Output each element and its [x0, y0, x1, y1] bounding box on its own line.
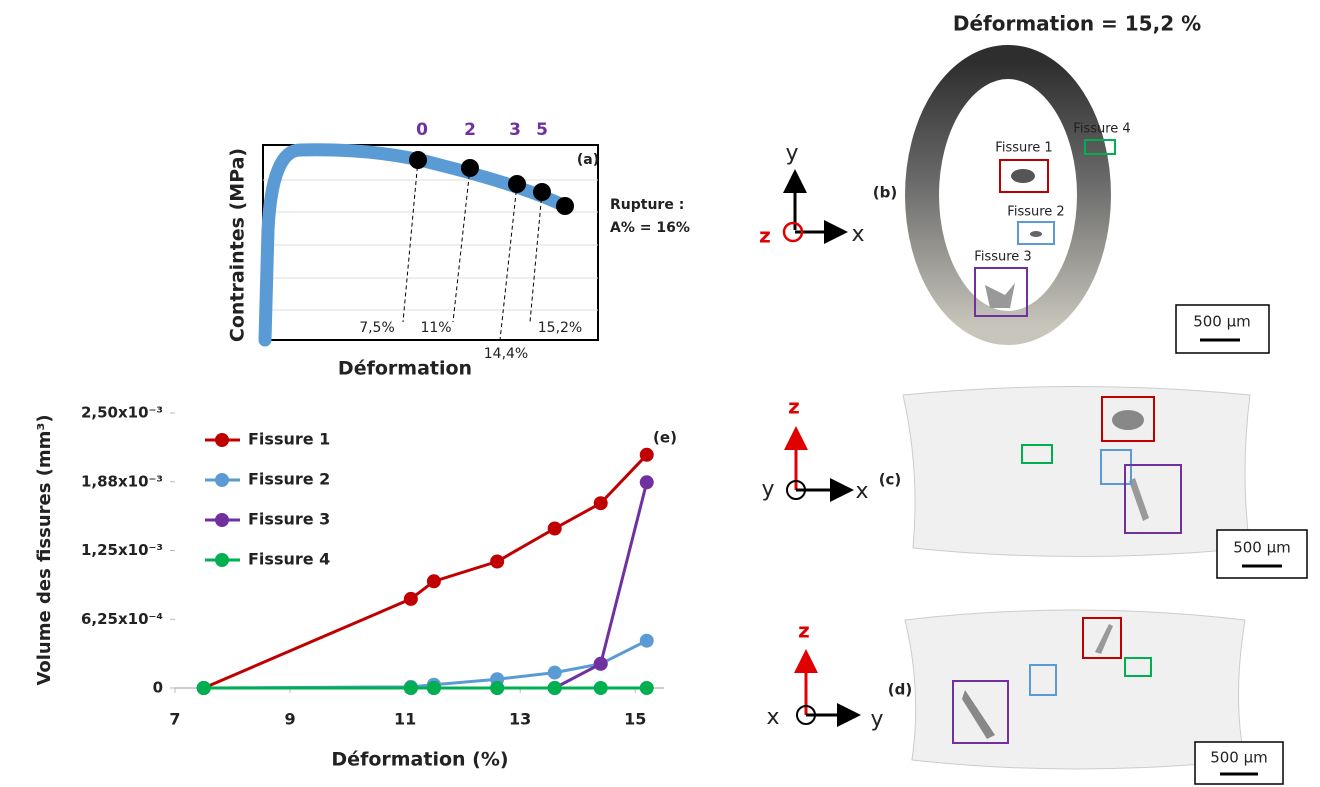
x-tick-label: 15: [624, 710, 646, 729]
point: [426, 681, 441, 695]
point: [426, 574, 441, 589]
axis-letter: x: [855, 479, 868, 504]
legend-label: Fissure 4: [248, 550, 330, 569]
axis-letter: y: [785, 141, 798, 166]
point: [490, 681, 505, 695]
axis-letter: y: [761, 477, 774, 502]
box-label: Fissure 3: [974, 250, 1031, 265]
scale-label: 500 µm: [1233, 539, 1291, 557]
legend-label: Fissure 2: [248, 470, 330, 489]
y-axis-label: Contraintes (MPa): [227, 148, 249, 342]
panel-c: z y x (c) 500 µm: [761, 386, 1308, 579]
point: [547, 681, 562, 695]
x-tick-label: 11: [394, 710, 416, 729]
legend-marker: [215, 553, 229, 567]
axis-letter: z: [759, 224, 771, 248]
legend-marker: [215, 513, 229, 527]
point: [403, 681, 418, 695]
series-line: [203, 639, 648, 690]
point: [593, 496, 608, 511]
panel-label: (c): [879, 471, 902, 489]
panel-d: z x y (d) 500 µm: [766, 609, 1284, 785]
point: [593, 681, 608, 695]
strain-label: 11%: [420, 320, 451, 336]
axis-letter: z: [788, 395, 800, 419]
panel-label: (e): [653, 429, 677, 447]
panel-label: (a): [577, 152, 599, 168]
legend-marker: [215, 473, 229, 487]
point: [639, 633, 654, 648]
strain-label: 7,5%: [359, 320, 395, 336]
point: [547, 665, 562, 680]
x-axis-label: Déformation: [338, 358, 472, 380]
x-tick-label: 9: [284, 710, 295, 729]
point: [547, 521, 562, 536]
panel-e: (e) Déformation (%) Volume des fissures …: [34, 404, 677, 771]
y-tick-label: 1,25x10⁻³: [81, 541, 163, 559]
point: [639, 475, 654, 490]
x-tick-label: 7: [169, 710, 180, 729]
box-label: Fissure 2: [1007, 205, 1064, 220]
figure-title: Déformation = 15,2 %: [953, 12, 1201, 36]
scale-label: 500 µm: [1193, 313, 1251, 331]
axis-letter: x: [766, 705, 779, 730]
point: [639, 681, 654, 695]
panel-a: 0 2 3 5 7,5% 11% 14,4% 15,2% (a) Rupture…: [227, 120, 690, 380]
y-tick-label: 6,25x10⁻⁴: [81, 610, 163, 628]
panel-b: Fissure 1 Fissure 2 Fissure 3 Fissure 4 …: [759, 45, 1270, 354]
box-label: Fissure 1: [995, 141, 1052, 156]
y-tick-label: 2,50x10⁻³: [81, 404, 163, 422]
panel-label: (b): [873, 184, 897, 202]
point: [593, 656, 608, 671]
box-label: Fissure 4: [1073, 122, 1130, 137]
series-line: [203, 453, 648, 690]
y-tick-label: 0: [153, 679, 163, 697]
y-tick-label: 1,88x10⁻³: [81, 472, 163, 490]
legend-label: Fissure 1: [248, 430, 330, 449]
y-axis-label: Volume des fissures (mm³): [34, 414, 55, 685]
state-label: 0: [416, 120, 428, 140]
axis-letter: z: [798, 619, 810, 643]
state-label: 2: [464, 120, 476, 140]
point: [403, 591, 418, 606]
strain-label: 14,4%: [484, 346, 528, 362]
scale-label: 500 µm: [1210, 749, 1268, 767]
x-axis-label: Déformation (%): [331, 749, 508, 771]
state-label: 5: [536, 120, 548, 140]
point: [196, 681, 211, 695]
legend-marker: [215, 433, 229, 447]
point: [639, 447, 654, 462]
point: [490, 554, 505, 569]
axis-letter: y: [870, 707, 883, 732]
axis-letter: x: [851, 222, 864, 247]
x-tick-label: 13: [509, 710, 531, 729]
panel-label: (d): [888, 681, 912, 699]
rupture-label: Rupture :: [610, 197, 684, 213]
rupture-label: A% = 16%: [610, 220, 690, 236]
legend-label: Fissure 3: [248, 510, 330, 529]
state-label: 3: [509, 120, 521, 140]
strain-label: 15,2%: [538, 320, 582, 336]
